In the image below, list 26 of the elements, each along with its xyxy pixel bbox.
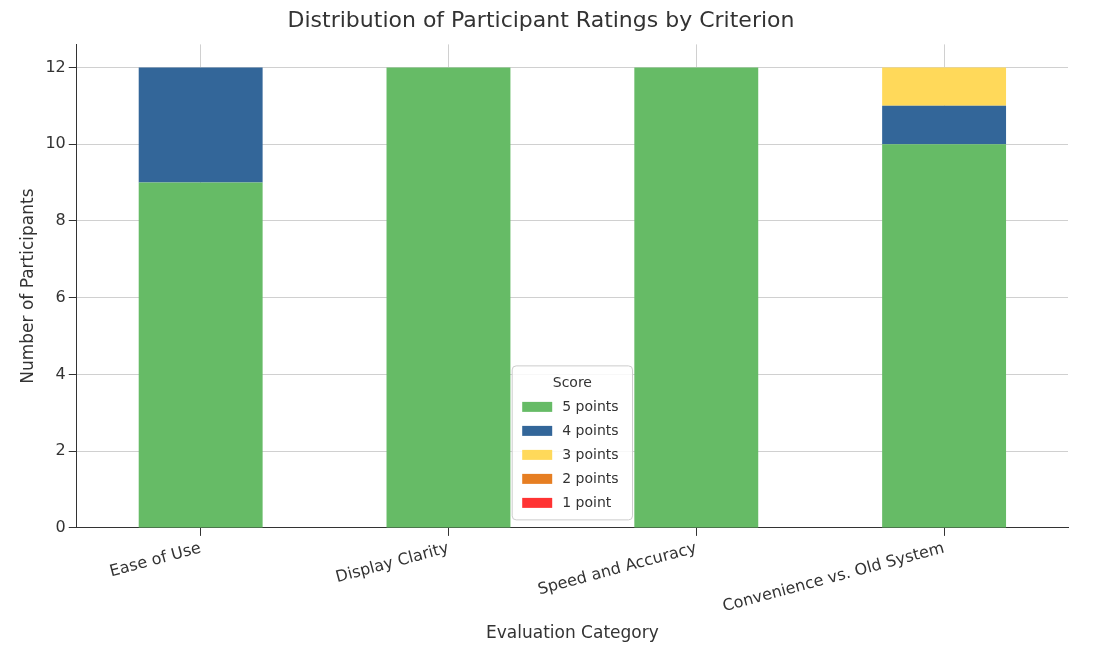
y-tick-label: 8	[55, 210, 66, 230]
legend-label: 2 points	[562, 469, 619, 486]
x-tick-label: Display Clarity	[333, 537, 451, 587]
bar	[634, 67, 759, 528]
legend-title: Score	[552, 373, 592, 390]
legend-label: 3 points	[562, 445, 619, 462]
bar	[138, 182, 263, 528]
y-tick-label: 6	[55, 286, 66, 306]
y-tick-label: 2	[55, 440, 66, 460]
chart-title: Distribution of Participant Ratings by Criterion	[287, 6, 795, 32]
y-axis-title: Number of Participants	[16, 188, 37, 384]
bar	[138, 67, 263, 183]
legend-label: 1 point	[562, 493, 612, 510]
x-tick-label: Speed and Accuracy	[535, 537, 699, 599]
y-tick-label: 4	[55, 363, 66, 383]
bar	[882, 105, 1007, 145]
x-axis-title: Evaluation Category	[486, 622, 659, 643]
bar	[882, 67, 1007, 106]
bar	[882, 144, 1007, 528]
legend-label: 5 points	[562, 397, 619, 414]
bar	[386, 67, 511, 528]
x-tick-label: Ease of Use	[107, 537, 203, 581]
y-tick-label: 12	[45, 56, 66, 76]
y-tick-label: 10	[45, 133, 66, 153]
y-tick-label: 0	[55, 517, 66, 537]
legend-label: 4 points	[562, 421, 619, 438]
